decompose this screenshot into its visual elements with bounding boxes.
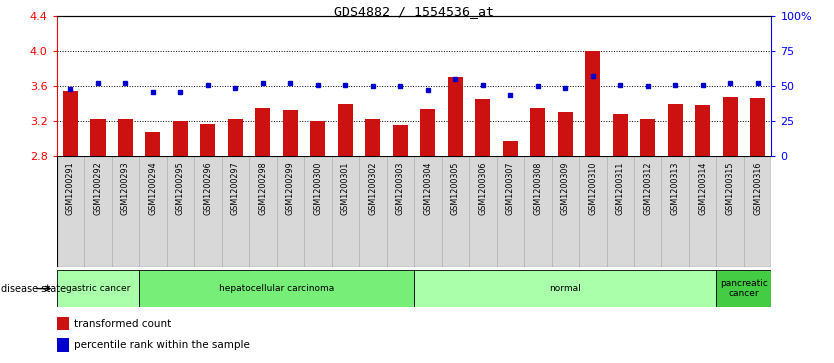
Bar [716,270,771,307]
Text: GDS4882 / 1554536_at: GDS4882 / 1554536_at [334,5,494,19]
Text: GSM1200306: GSM1200306 [479,162,487,215]
Bar [579,156,606,267]
Text: GSM1200310: GSM1200310 [588,162,597,215]
Bar [750,98,766,156]
Text: GSM1200312: GSM1200312 [643,162,652,215]
Text: GSM1200294: GSM1200294 [148,162,158,215]
Bar [304,156,332,267]
Bar [194,156,222,267]
Text: hepatocellular carcinoma: hepatocellular carcinoma [219,284,334,293]
Text: percentile rank within the sample: percentile rank within the sample [74,340,250,350]
Text: transformed count: transformed count [74,318,172,329]
Text: GSM1200296: GSM1200296 [203,162,213,215]
Text: GSM1200300: GSM1200300 [314,162,323,215]
Bar [112,156,139,267]
Bar [228,119,243,156]
Bar [145,132,160,156]
Bar [641,119,656,156]
Bar [57,317,68,330]
Bar [338,104,353,156]
Text: pancreatic
cancer: pancreatic cancer [720,279,768,298]
Bar [118,119,133,156]
Bar [57,270,139,307]
Bar [249,156,277,267]
Text: GSM1200295: GSM1200295 [176,162,185,215]
Bar [496,156,524,267]
Bar [277,156,304,267]
Bar [530,108,545,156]
Bar [359,156,387,267]
Text: GSM1200316: GSM1200316 [753,162,762,215]
Text: GSM1200309: GSM1200309 [560,162,570,215]
Text: GSM1200314: GSM1200314 [698,162,707,215]
Bar [90,119,106,156]
Bar [84,156,112,267]
Text: GSM1200293: GSM1200293 [121,162,130,215]
Text: GSM1200297: GSM1200297 [231,162,240,215]
Bar [696,105,711,156]
Bar [139,270,414,307]
Bar [173,121,188,156]
Bar [585,51,600,156]
Bar [167,156,194,267]
Bar [393,125,408,156]
Text: GSM1200304: GSM1200304 [424,162,432,215]
Bar [668,104,683,156]
Text: GSM1200311: GSM1200311 [615,162,625,215]
Bar [634,156,661,267]
Bar [387,156,414,267]
Bar [222,156,249,267]
Bar [57,338,68,352]
Text: GSM1200291: GSM1200291 [66,162,75,215]
Bar [420,109,435,156]
Text: disease state: disease state [1,284,66,294]
Bar [661,156,689,267]
Bar [365,119,380,156]
Bar [310,121,325,156]
Bar [139,156,167,267]
Text: GSM1200307: GSM1200307 [505,162,515,215]
Text: GSM1200305: GSM1200305 [451,162,460,215]
Bar [448,77,463,156]
Bar [441,156,469,267]
Bar [200,124,215,156]
Bar [689,156,716,267]
Bar [255,108,270,156]
Text: GSM1200301: GSM1200301 [341,162,349,215]
Text: GSM1200298: GSM1200298 [259,162,268,215]
Bar [722,97,738,156]
Text: GSM1200313: GSM1200313 [671,162,680,215]
Bar [613,114,628,156]
Text: GSM1200308: GSM1200308 [533,162,542,215]
Bar [744,156,771,267]
Bar [716,156,744,267]
Bar [551,156,579,267]
Bar [524,156,551,267]
Bar [414,270,716,307]
Bar [475,99,490,156]
Bar [469,156,496,267]
Text: GSM1200315: GSM1200315 [726,162,735,215]
Text: gastric cancer: gastric cancer [66,284,130,293]
Bar [558,113,573,156]
Text: GSM1200299: GSM1200299 [286,162,295,215]
Bar [332,156,359,267]
Bar [503,141,518,156]
Text: GSM1200292: GSM1200292 [93,162,103,215]
Bar [414,156,441,267]
Text: normal: normal [550,284,581,293]
Bar [57,156,84,267]
Bar [63,91,78,156]
Bar [283,110,298,156]
Bar [606,156,634,267]
Text: GSM1200303: GSM1200303 [396,162,404,215]
Text: GSM1200302: GSM1200302 [369,162,377,215]
